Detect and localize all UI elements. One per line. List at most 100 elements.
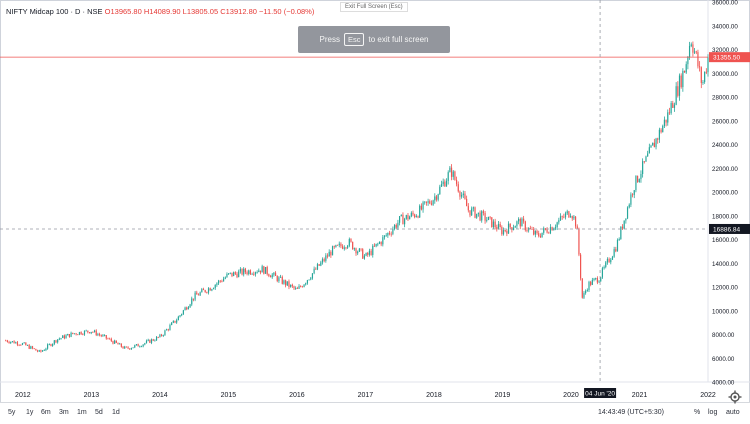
candle-body xyxy=(672,103,674,108)
candle-body xyxy=(82,334,84,336)
candle-body xyxy=(415,216,417,218)
candle-body xyxy=(531,229,533,230)
candle-body xyxy=(683,70,686,73)
candle-body xyxy=(209,288,211,291)
candle-body xyxy=(439,186,441,195)
candle-body xyxy=(621,226,624,229)
candle-body xyxy=(623,220,625,229)
candle-body xyxy=(243,268,245,275)
candle-body xyxy=(320,262,322,266)
candle-body xyxy=(613,249,615,257)
candle-body xyxy=(407,215,409,220)
candle-body xyxy=(521,218,523,227)
percent-toggle[interactable]: % xyxy=(694,409,701,416)
candle-body xyxy=(675,86,677,105)
candle-body xyxy=(645,156,647,162)
candle-body xyxy=(442,181,444,185)
clock-label[interactable]: 14:43:49 (UTC+5:30) xyxy=(598,409,664,416)
candle-body xyxy=(279,276,282,278)
timeframe-1d[interactable]: 1d xyxy=(112,409,120,416)
candle-body xyxy=(539,235,541,238)
price-tick-label: 8000.00 xyxy=(712,332,735,339)
candle-body xyxy=(482,211,485,213)
candle-body xyxy=(104,335,106,336)
timeframe-3m[interactable]: 3m xyxy=(59,409,69,416)
candle-body xyxy=(611,256,614,260)
candle-body xyxy=(615,249,617,252)
candle-body xyxy=(177,316,179,321)
candle-body xyxy=(109,338,111,340)
candle-body xyxy=(291,284,293,287)
candle-body xyxy=(258,270,260,273)
timeframe-5y[interactable]: 5y xyxy=(8,409,16,416)
candle-body xyxy=(67,334,69,336)
candle-body xyxy=(88,332,91,334)
candle-body xyxy=(608,259,610,263)
candle-body xyxy=(580,254,582,279)
candle-body xyxy=(68,334,71,337)
candle-body xyxy=(695,51,697,53)
candle-body xyxy=(499,223,501,228)
candle-body xyxy=(652,142,654,146)
candle-body xyxy=(561,216,563,218)
candle-body xyxy=(459,191,461,197)
timeframe-5d[interactable]: 5d xyxy=(95,409,103,416)
candle-body xyxy=(452,171,454,177)
candle-body xyxy=(107,338,109,340)
log-toggle[interactable]: log xyxy=(708,409,718,416)
candle-body xyxy=(387,232,389,236)
price-tick-label: 26000.00 xyxy=(712,118,738,125)
candle-body xyxy=(571,216,573,219)
candle-body xyxy=(305,283,307,285)
candle-body xyxy=(360,248,362,250)
candle-body xyxy=(157,336,159,338)
candle-body xyxy=(590,281,592,285)
candle-body xyxy=(529,227,531,230)
auto-toggle[interactable]: auto xyxy=(726,409,740,416)
candle-body xyxy=(73,333,76,335)
gear-icon[interactable] xyxy=(728,390,742,404)
candle-body xyxy=(40,350,42,352)
candle-body xyxy=(179,315,181,317)
candle-body xyxy=(595,278,597,279)
timeframe-6m[interactable]: 6m xyxy=(41,409,51,416)
candle-body xyxy=(38,350,40,352)
candle-body xyxy=(18,344,20,346)
candle-body xyxy=(85,330,87,332)
candle-body xyxy=(467,206,469,211)
candle-body xyxy=(92,331,94,333)
candle-body xyxy=(191,298,193,305)
candle-body xyxy=(469,210,471,216)
candle-body xyxy=(127,347,129,349)
symbol-label[interactable]: NIFTY Midcap 100 · D · NSE xyxy=(6,7,103,16)
candle-body xyxy=(673,104,676,108)
candle-body xyxy=(668,112,671,114)
candle-body xyxy=(471,208,473,216)
candle-body xyxy=(223,278,225,282)
candle-body xyxy=(95,330,97,336)
timeframe-1y[interactable]: 1y xyxy=(26,409,34,416)
close-value: C13912.80 xyxy=(220,7,257,16)
candle-body xyxy=(702,82,704,83)
candle-body xyxy=(543,228,545,233)
candle-body xyxy=(395,224,397,228)
candle-body xyxy=(380,242,382,245)
price-tick-label: 18000.00 xyxy=(712,213,738,220)
candle-body xyxy=(363,255,365,259)
candle-body xyxy=(650,145,652,148)
price-tick-label: 14000.00 xyxy=(712,261,738,268)
candle-body xyxy=(588,281,590,291)
candle-body xyxy=(653,142,655,148)
candle-body xyxy=(90,331,92,334)
candle-body xyxy=(486,219,488,221)
candle-body xyxy=(187,307,190,310)
candle-body xyxy=(576,226,578,229)
candle-body xyxy=(598,281,600,283)
candle-body xyxy=(117,342,119,345)
candle-body xyxy=(13,341,15,344)
candle-body xyxy=(144,343,146,345)
timeframe-1m[interactable]: 1m xyxy=(77,409,87,416)
candle-body xyxy=(549,227,552,234)
candle-body xyxy=(502,230,505,235)
